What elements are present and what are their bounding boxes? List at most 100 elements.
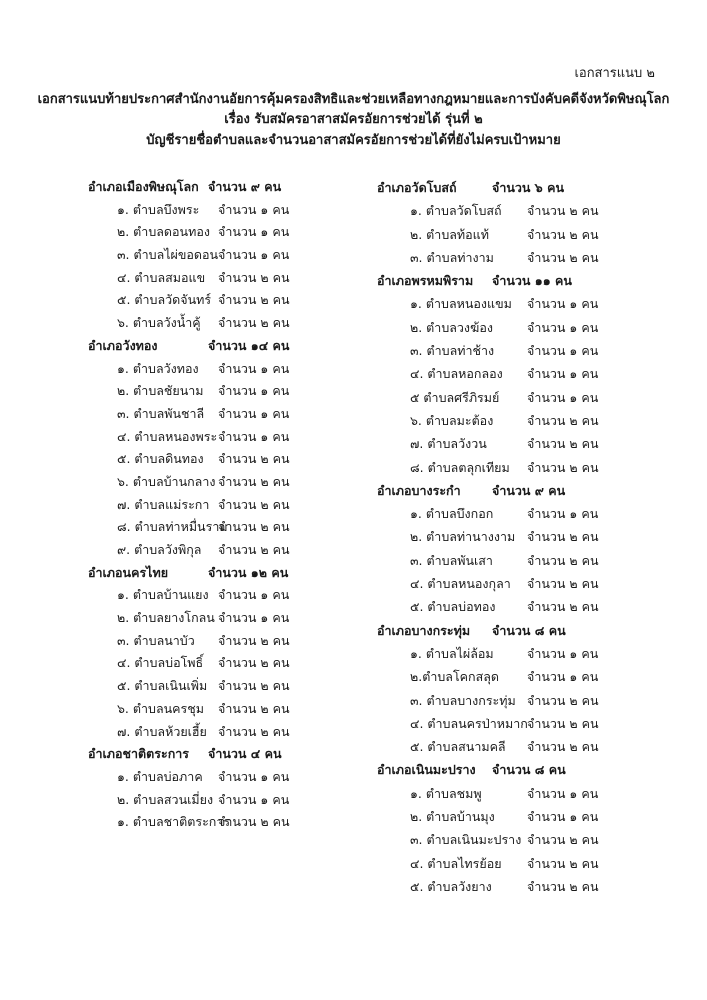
subdistrict-count: จำนวน ๒ คน [527, 739, 599, 755]
district-count: จำนวน ๑๑ คน [492, 273, 572, 289]
subdistrict-name: ๑. ตำบลวังทอง [117, 360, 199, 376]
district-count: จำนวน ๔ คน [208, 746, 282, 762]
subdistrict-count: จำนวน ๒ คน [218, 655, 290, 671]
subdistrict-count: จำนวน ๑ คน [218, 405, 290, 421]
subdistrict-name: ๓. ตำบลไผ่ขอดอน [117, 247, 219, 263]
district-name: อำเภอวัดโบสถ์ [377, 180, 457, 195]
subdistrict-name: ๒.ตำบลโคกสลุด [410, 669, 499, 685]
subdistrict-name: ๖. ตำบลบ้านกลาง [117, 473, 216, 489]
subdistrict-count: จำนวน ๒ คน [527, 412, 599, 428]
subdistrict-name: ๘. ตำบลท่าหมื่นราม [117, 519, 228, 535]
subdistrict-name: ๓. ตำบลท่าช้าง [410, 343, 495, 359]
subdistrict-count: จำนวน ๒ คน [527, 552, 599, 568]
subdistrict-name: ๓. ตำบลเนินมะปราง [410, 832, 522, 848]
subdistrict-name: ๒. ตำบลยางโกลน [117, 610, 215, 626]
subdistrict-count: จำนวน ๑ คน [527, 645, 599, 661]
subdistrict-count: จำนวน ๒ คน [527, 576, 599, 592]
subdistrict-name: ๕. ตำบลสนามคลี [410, 739, 506, 755]
subdistrict-count: จำนวน ๑ คน [527, 389, 599, 405]
subdistrict-name: ๒. ตำบลวงฆ้อง [410, 319, 493, 335]
subdistrict-name: ๒. ตำบลท้อแท้ [410, 226, 489, 242]
subdistrict-count: จำนวน ๒ คน [527, 692, 599, 708]
subdistrict-name: ๒. ตำบลท่านางงาม [410, 529, 516, 545]
district-count: จำนวน ๙ คน [208, 179, 282, 194]
subdistrict-name: ๗. ตำบลห้วยเฮี้ย [117, 723, 207, 739]
subdistrict-name: ๔. ตำบลหอกลอง [410, 366, 503, 382]
subdistrict-name: ๕. ตำบลเนินเพิ่ม [117, 678, 208, 694]
subdistrict-name: ๑. ตำบลชาติตระการ [117, 814, 231, 830]
subdistrict-count: จำนวน ๒ คน [218, 519, 290, 535]
subdistrict-count: จำนวน ๒ คน [218, 496, 290, 512]
subdistrict-count: จำนวน ๒ คน [527, 599, 599, 615]
subdistrict-count: จำนวน ๒ คน [527, 203, 599, 219]
subdistrict-count: จำนวน ๑ คน [218, 587, 290, 603]
district-name: อำเภอบางระกำ [377, 482, 461, 498]
document-subject: เรื่อง รับสมัครอาสาสมัครอัยการช่วยได้ รุ… [224, 112, 483, 127]
subdistrict-name: ๑. ตำบลบึงกอก [410, 506, 494, 522]
subdistrict-count: จำนวน ๑ คน [218, 360, 290, 376]
subdistrict-count: จำนวน ๒ คน [527, 878, 599, 894]
subdistrict-name: ๖. ตำบลมะต้อง [410, 412, 494, 428]
subdistrict-count: จำนวน ๒ คน [527, 226, 599, 242]
subdistrict-count: จำนวน ๒ คน [527, 832, 599, 848]
subdistrict-name: ๙. ตำบลวังพิกุล [117, 542, 202, 557]
subdistrict-count: จำนวน ๒ คน [218, 473, 290, 489]
subdistrict-name: ๑. ตำบลบ่อภาค [117, 768, 203, 784]
subdistrict-count: จำนวน ๑ คน [527, 506, 599, 522]
district-count: จำนวน ๙ คน [492, 482, 566, 498]
subdistrict-count: จำนวน ๑ คน [527, 809, 599, 825]
subdistrict-name: ๕. ตำบลวัดจันทร์ [117, 292, 212, 308]
subdistrict-count: จำนวน ๑ คน [218, 768, 290, 784]
subdistrict-name: ๑. ตำบลหนองแขม [410, 296, 512, 312]
subdistrict-name: ๓. ตำบลพันชาลี [117, 405, 205, 421]
subdistrict-count: จำนวน ๒ คน [218, 451, 290, 467]
subdistrict-count: จำนวน ๑ คน [527, 669, 599, 685]
district-name: อำเภอบางกระทุ่ม [377, 622, 471, 638]
district-name: อำเภอเนินมะปราง [377, 762, 476, 778]
list-heading: บัญชีรายชื่อตำบลและจำนวนอาสาสมัครอัยการช… [146, 133, 561, 148]
subdistrict-name: ๕. ตำบลดินทอง [117, 451, 204, 467]
subdistrict-name: ๑. ตำบลไผ่ล้อม [410, 645, 494, 661]
subdistrict-name: ๒. ตำบลสวนเมี่ยง [117, 791, 214, 807]
subdistrict-name: ๓. ตำบลพันเสา [410, 552, 493, 568]
subdistrict-name: ๔. ตำบลหนองกุลา [410, 576, 511, 592]
subdistrict-name: ๕ ตำบลศรีภิรมย์ [410, 389, 500, 405]
document-title: เอกสารแนบท้ายประกาศสำนักงานอัยการคุ้มครอ… [37, 92, 670, 107]
subdistrict-count: จำนวน ๒ คน [218, 700, 290, 716]
subdistrict-name: ๖. ตำบลวังน้ำคู้ [117, 315, 201, 331]
subdistrict-count: จำนวน ๒ คน [527, 855, 599, 871]
district-name: อำเภอพรหมพิราม [377, 273, 474, 289]
subdistrict-name: ๔. ตำบลนครป่าหมาก [410, 715, 528, 731]
subdistrict-name: ๔. ตำบลบ่อโพธิ์ [117, 655, 204, 671]
subdistrict-count: จำนวน ๒ คน [218, 292, 290, 308]
subdistrict-count: จำนวน ๑ คน [218, 428, 290, 444]
subdistrict-count: จำนวน ๑ คน [218, 247, 290, 263]
subdistrict-name: ๓. ตำบลบางกระทุ่ม [410, 692, 516, 708]
district-count: จำนวน ๘ คน [492, 622, 566, 638]
subdistrict-count: จำนวน ๑ คน [218, 610, 290, 626]
subdistrict-name: ๔. ตำบลหนองพระ [117, 428, 218, 444]
subdistrict-count: จำนวน ๒ คน [218, 723, 290, 739]
subdistrict-name: ๕. ตำบลบ่อทอง [410, 599, 496, 615]
subdistrict-count: จำนวน ๒ คน [527, 459, 599, 475]
subdistrict-name: ๗. ตำบลวังวน [410, 436, 487, 452]
subdistrict-name: ๕. ตำบลวังยาง [410, 878, 492, 894]
subdistrict-count: จำนวน ๒ คน [527, 249, 599, 265]
subdistrict-name: ๖. ตำบลนครชุม [117, 700, 204, 716]
subdistrict-count: จำนวน ๒ คน [218, 814, 290, 830]
subdistrict-count: จำนวน ๑ คน [218, 791, 290, 807]
subdistrict-name: ๔. ตำบลสมอแข [117, 269, 206, 285]
subdistrict-count: จำนวน ๑ คน [218, 383, 290, 399]
subdistrict-name: ๗. ตำบลแม่ระกา [117, 496, 210, 512]
district-name: อำเภอชาติตระการ [88, 746, 190, 762]
subdistrict-name: ๑. ตำบลวัดโบสถ์ [410, 203, 502, 219]
subdistrict-count: จำนวน ๒ คน [527, 715, 599, 731]
district-count: จำนวน ๑๒ คน [208, 564, 289, 580]
subdistrict-count: จำนวน ๑ คน [527, 785, 599, 801]
subdistrict-name: ๑. ตำบลชมพู [410, 785, 482, 801]
annex-label: เอกสารแนบ ๒ [574, 66, 655, 81]
subdistrict-count: จำนวน ๒ คน [527, 529, 599, 545]
subdistrict-name: ๓. ตำบลนาบัว [117, 632, 195, 648]
subdistrict-name: ๔. ตำบลไทรย้อย [410, 855, 502, 871]
subdistrict-name: ๑. ตำบลบึงพระ [117, 201, 200, 217]
